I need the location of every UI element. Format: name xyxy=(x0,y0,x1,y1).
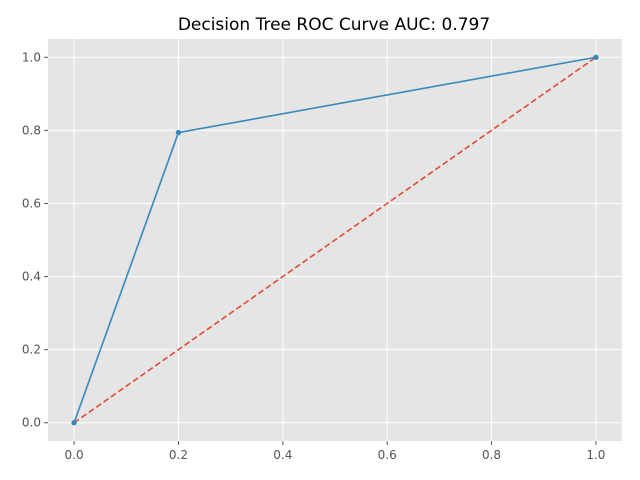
x-tick-label: 0.0 xyxy=(65,448,84,462)
x-tick-label: 0.8 xyxy=(482,448,501,462)
diagonal-line xyxy=(73,56,597,424)
x-tick-label: 0.4 xyxy=(273,448,292,462)
y-tick-label: 0.0 xyxy=(22,416,41,430)
roc-point xyxy=(175,129,182,136)
y-tick-label: 0.4 xyxy=(22,270,41,284)
chart-title: Decision Tree ROC Curve AUC: 0.797 xyxy=(178,15,490,35)
axis-ticks: 0.0 0.2 0.4 0.6 0.8 1.0 0.0 0.2 0.4 0.6 0.8 1.0 xyxy=(22,50,606,462)
x-tick-label: 1.0 xyxy=(586,448,605,462)
roc-point xyxy=(71,420,77,426)
y-tick-label: 0.8 xyxy=(22,123,41,137)
y-tick-label: 1.0 xyxy=(22,50,41,64)
x-tick-label: 0.6 xyxy=(378,448,397,462)
y-tick-label: 0.6 xyxy=(22,196,41,210)
roc-point xyxy=(593,54,599,60)
grid-lines xyxy=(48,39,622,441)
x-tick-label: 0.2 xyxy=(169,448,188,462)
series-layer xyxy=(71,54,599,426)
y-tick-label: 0.2 xyxy=(22,343,41,357)
